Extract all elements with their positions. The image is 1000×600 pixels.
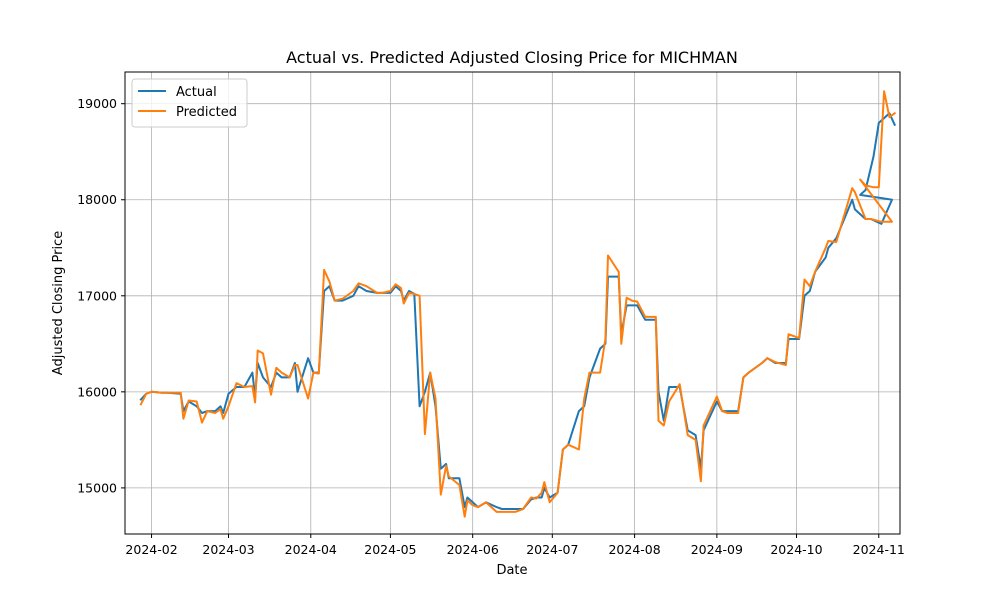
series-lines xyxy=(139,90,897,518)
legend-label-actual: Actual xyxy=(176,85,217,100)
x-tick-label: 2024-04 xyxy=(285,542,337,557)
plot-frame xyxy=(124,71,901,535)
x-axis-label: Date xyxy=(496,563,527,578)
x-tick-label: 2024-06 xyxy=(447,542,499,557)
x-tick-label: 2024-09 xyxy=(691,542,743,557)
y-tick-label: 15000 xyxy=(77,480,117,495)
x-tick-label: 2024-10 xyxy=(770,542,822,557)
chart-title: Actual vs. Predicted Adjusted Closing Pr… xyxy=(286,48,738,67)
x-tick-label: 2024-05 xyxy=(364,542,416,557)
legend: Actual Predicted xyxy=(131,78,248,128)
y-tick-label: 18000 xyxy=(77,192,117,207)
grid-lines xyxy=(125,72,900,534)
y-tick-label: 19000 xyxy=(77,96,117,111)
y-tick-label: 17000 xyxy=(77,288,117,303)
x-tick-label: 2024-08 xyxy=(608,542,660,557)
y-tick-label: 16000 xyxy=(77,384,117,399)
x-tick-label: 2024-11 xyxy=(853,542,905,557)
x-tick-label: 2024-03 xyxy=(202,542,254,557)
x-tick-label: 2024-07 xyxy=(526,542,578,557)
x-tick-label: 2024-02 xyxy=(125,542,177,557)
legend-label-predicted: Predicted xyxy=(176,105,237,120)
series-line-predicted xyxy=(139,90,897,518)
y-axis-ticks: 15000 16000 17000 18000 19000 xyxy=(77,96,125,495)
plot-area xyxy=(125,72,900,534)
y-axis-label: Adjusted Closing Price xyxy=(51,231,66,375)
x-axis-ticks: 2024-02 2024-03 2024-04 2024-05 2024-06 2024-… xyxy=(125,534,905,557)
